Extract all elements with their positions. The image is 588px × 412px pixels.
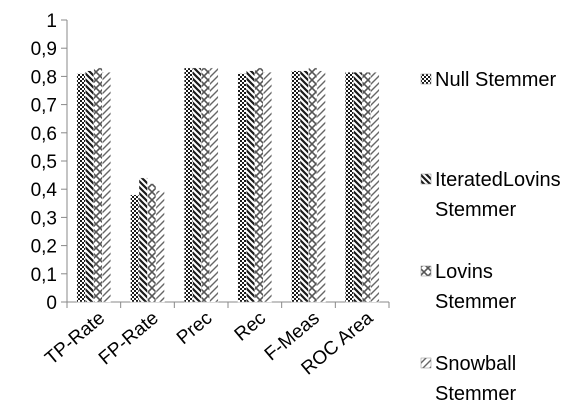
bar (93, 67, 103, 303)
y-tick-label: 0 (46, 293, 57, 314)
bar (299, 70, 309, 303)
legend: Null Stemmer IteratedLovins Stemmer Lovins S… (420, 69, 561, 405)
legend-label: Stemmer (435, 291, 516, 313)
y-tick-label: 0,2 (31, 237, 57, 258)
bar (361, 71, 371, 303)
y-tick-label: 0,3 (31, 208, 57, 229)
y-tick-label: 1 (46, 11, 57, 32)
bar (183, 67, 193, 303)
bar (344, 71, 354, 303)
y-tick-label: 0,8 (31, 67, 57, 88)
x-tick-label: TP-Rate (41, 308, 109, 370)
y-tick-label: 0,9 (31, 39, 57, 60)
legend-label: Null Stemmer (435, 69, 556, 91)
bar (263, 71, 273, 303)
bar (85, 70, 95, 303)
bar (138, 177, 148, 303)
bar (291, 70, 301, 303)
bar (102, 71, 112, 303)
bar (246, 70, 256, 303)
bars (76, 67, 380, 303)
bar (308, 67, 318, 303)
legend-swatch (420, 173, 432, 185)
legend-label: Snowball (435, 353, 516, 375)
legend-label: IteratedLovins (435, 169, 561, 191)
bar (155, 190, 165, 303)
x-tick-label: Prec (173, 308, 216, 349)
bar (76, 73, 86, 303)
bar (192, 67, 202, 303)
bar (237, 73, 247, 303)
legend-label: Stemmer (435, 383, 516, 405)
legend-swatch (420, 73, 432, 85)
x-tick-label: Rec (231, 308, 270, 346)
y-tick-label: 0,7 (31, 96, 57, 117)
bar (254, 67, 264, 303)
bar (130, 194, 140, 303)
legend-label: Stemmer (435, 199, 516, 221)
legend-label: Lovins (435, 261, 493, 283)
bar (200, 67, 210, 303)
legend-swatch (420, 357, 432, 369)
bar (209, 67, 219, 303)
y-tick-label: 0,4 (31, 180, 58, 201)
bar (370, 71, 380, 303)
y-tick-label: 0,6 (31, 124, 57, 145)
legend-swatch (420, 265, 432, 277)
x-tick-label: FP-Rate (95, 308, 163, 370)
bar (316, 70, 326, 303)
bar (353, 71, 363, 303)
y-tick-label: 0,1 (31, 265, 57, 286)
y-tick-label: 0,5 (31, 152, 57, 173)
bar (147, 183, 157, 303)
